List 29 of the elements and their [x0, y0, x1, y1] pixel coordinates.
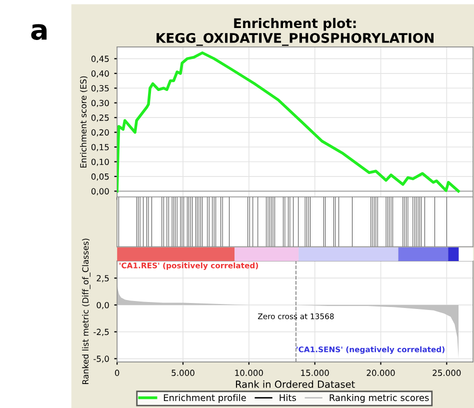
x-tick-label: 10.000 — [235, 370, 263, 376]
y-axis-title: Ranked list metric (Diff_of_Classes) — [82, 238, 90, 384]
y-tick-label: 0,35 — [91, 85, 109, 92]
y-tick-label: 0,0 — [96, 302, 109, 310]
y-tick-label: 0,20 — [91, 129, 109, 136]
text: a — [31, 24, 47, 40]
legend-label: Hits — [280, 394, 296, 402]
legend-label: Enrichment profile — [164, 394, 246, 403]
y-tick-label: 0,15 — [91, 144, 109, 152]
chart-title: Enrichment plot: KEGG_OXIDATIVE_PHOSPHORYLATION — [156, 18, 434, 46]
x-tick-label: 15.000 — [301, 370, 329, 376]
y-tick-label: 0,05 — [91, 173, 109, 181]
x-tick-label: 25.000 — [432, 370, 461, 376]
y-axis-title: Enrichment score (ES) — [80, 76, 88, 168]
y-tick-label: 0,00 — [91, 188, 109, 196]
line-series — [117, 51, 460, 193]
y-tick-label: 0,40 — [91, 70, 109, 78]
y-tick-label: -5,0 — [94, 356, 109, 363]
y-tick-label: 0,30 — [91, 100, 109, 107]
y-tick-label: 0,45 — [91, 56, 109, 63]
y-tick-label: 0,10 — [91, 158, 109, 166]
x-tick-label: 5.000 — [172, 370, 194, 376]
y-tick-label: -2,5 — [94, 328, 109, 336]
legend-label: Ranking metric scores — [330, 394, 429, 403]
y-tick-label: 0,25 — [91, 114, 109, 122]
y-tick-label: 2,5 — [96, 275, 109, 282]
x-axis-title: Rank in Ordered Dataset — [236, 380, 355, 388]
x-tick-label: 0 — [114, 370, 120, 376]
x-tick-label: 20.000 — [366, 370, 395, 376]
